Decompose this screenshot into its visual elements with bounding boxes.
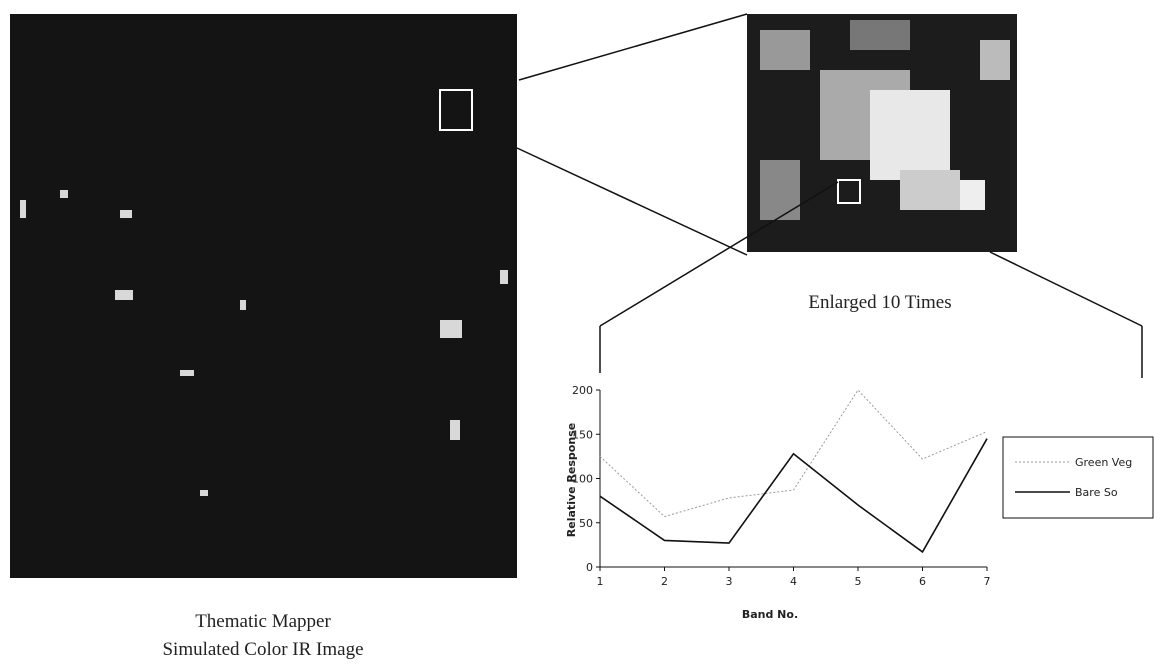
- legend: [1003, 437, 1153, 518]
- legend-label: Bare So: [1075, 486, 1118, 499]
- figure: Thematic Mapper Simulated Color IR Image…: [0, 0, 1155, 666]
- y-tick-label: 150: [572, 428, 593, 441]
- x-tick-label: 5: [855, 575, 862, 588]
- y-tick-label: 50: [579, 517, 593, 530]
- series-line: [600, 439, 987, 552]
- caption: Simulated Color IR Image: [162, 639, 363, 660]
- x-tick-label: 2: [661, 575, 668, 588]
- x-tick-label: 4: [790, 575, 797, 588]
- x-tick-label: 7: [984, 575, 991, 588]
- x-tick-label: 1: [597, 575, 604, 588]
- y-tick-label: 200: [572, 384, 593, 397]
- x-tick-label: 3: [726, 575, 733, 588]
- x-axis-label: Band No.: [742, 608, 798, 621]
- x-tick-label: 6: [919, 575, 926, 588]
- caption: Enlarged 10 Times: [808, 292, 951, 313]
- caption: Thematic Mapper: [195, 611, 331, 632]
- legend-label: Green Veg: [1075, 456, 1132, 469]
- y-tick-label: 0: [586, 561, 593, 574]
- y-tick-label: 100: [572, 473, 593, 486]
